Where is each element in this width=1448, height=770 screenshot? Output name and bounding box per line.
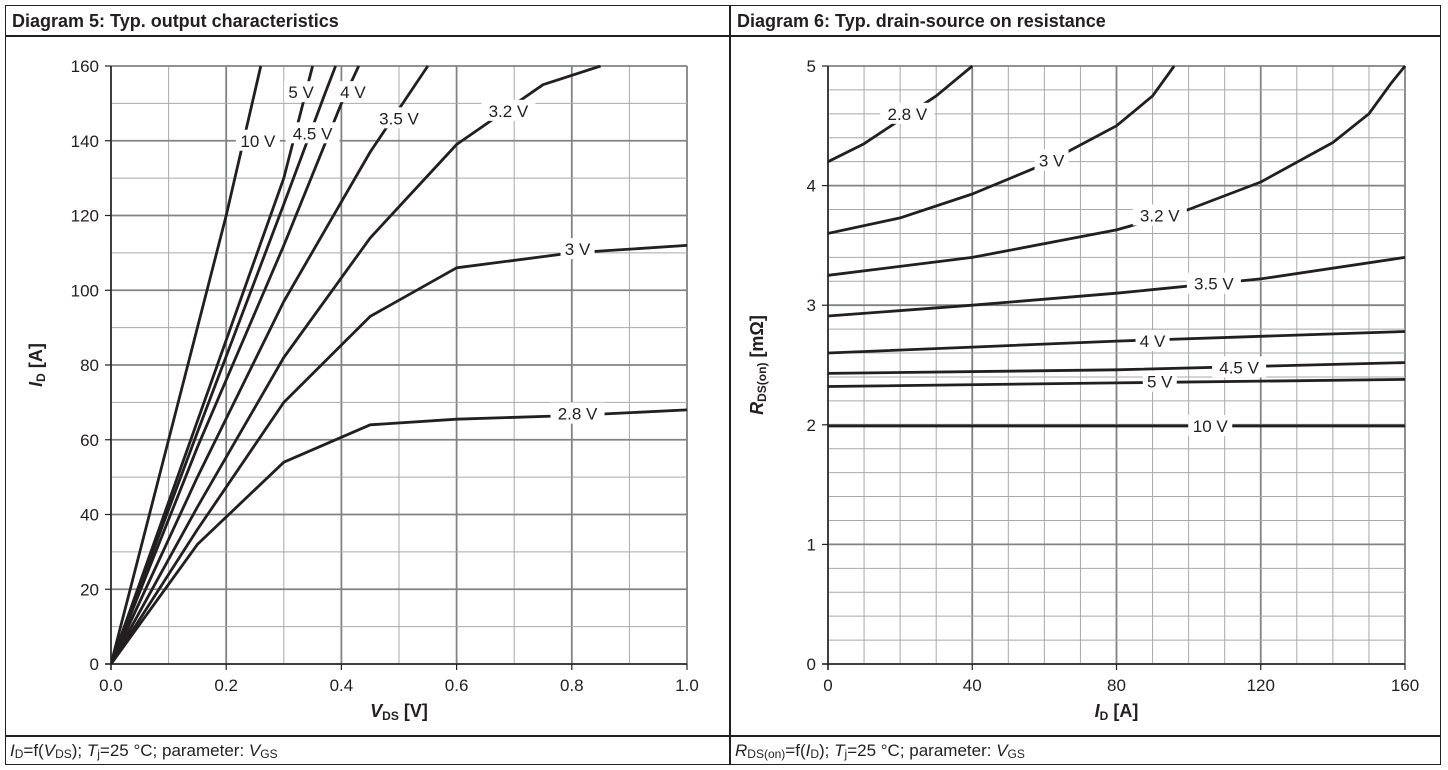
datasheet-figure-frame: Diagram 5: Typ. output characteristics D… xyxy=(5,5,1441,765)
series-line-5-V xyxy=(828,378,1406,388)
series-label: 4 V xyxy=(340,83,366,102)
series-label-bg xyxy=(235,129,280,151)
series-label: 3.5 V xyxy=(379,109,419,128)
x-tick-label: 120 xyxy=(1247,676,1275,695)
x-tick-label: 1.0 xyxy=(675,676,699,695)
x-tick-label: 0.4 xyxy=(330,676,354,695)
y-tick-label: 80 xyxy=(80,356,99,375)
series-line-4-5-V xyxy=(111,65,337,665)
x-tick-label: 160 xyxy=(1391,676,1419,695)
series-line-3-2-V xyxy=(828,65,1407,277)
series-label-bg xyxy=(1034,149,1069,171)
series-label-bg xyxy=(1188,414,1233,436)
x-tick-label: 0.2 xyxy=(214,676,238,695)
series-label: 10 V xyxy=(240,132,276,151)
y-tick-label: 0 xyxy=(90,655,99,674)
series-label: 3.5 V xyxy=(1194,275,1234,294)
diagram-5-title: Diagram 5: Typ. output characteristics xyxy=(12,11,339,31)
series-label: 4.5 V xyxy=(1219,358,1259,377)
y-tick-label: 100 xyxy=(71,281,99,300)
y-axis-title: RDS(on) [mΩ] xyxy=(747,315,769,415)
y-tick-label: 2 xyxy=(807,416,816,435)
series-label: 2.8 V xyxy=(558,405,598,424)
series-label: 5 V xyxy=(1147,373,1173,392)
diagram-5-caption: ID=f(VDS); Tj=25 °C; parameter: VGS xyxy=(10,741,278,761)
series-label: 3 V xyxy=(1039,151,1065,170)
y-tick-label: 20 xyxy=(80,580,99,599)
series-label-bg xyxy=(285,122,340,144)
panel-divider xyxy=(729,6,731,764)
series-label: 10 V xyxy=(1193,417,1229,436)
series-label-bg xyxy=(1132,204,1187,226)
caption-divider xyxy=(6,735,1440,737)
grid xyxy=(110,65,688,665)
x-tick-label: 0.0 xyxy=(99,676,123,695)
y-tick-label: 120 xyxy=(71,207,99,226)
series-label-bg xyxy=(1142,370,1177,392)
x-tick-label: 0.8 xyxy=(560,676,584,695)
series-label-bg xyxy=(550,402,605,424)
y-axis-title: ID [A] xyxy=(26,343,48,387)
series-line-5-V xyxy=(111,65,314,665)
series-label-bg xyxy=(560,238,595,260)
series-label-bg xyxy=(481,99,536,121)
series-label: 3 V xyxy=(565,240,591,259)
y-tick-label: 4 xyxy=(807,177,816,196)
y-tick-label: 3 xyxy=(807,296,816,315)
chart-5: 0.0 0.2 0.4 0.6 0.8 1.0 0 20 40 60 80 100 120 140 160 V… xyxy=(26,57,699,723)
series-label-bg xyxy=(1186,272,1241,294)
series-label: 3.2 V xyxy=(1140,207,1180,226)
x-axis-title: VDS [V] xyxy=(370,701,428,723)
y-tick-label: 160 xyxy=(71,57,99,76)
title-divider xyxy=(6,35,1440,37)
series-line-3-5-V xyxy=(828,256,1406,318)
series-label-bg xyxy=(1212,356,1267,378)
y-tick-label: 0 xyxy=(807,655,816,674)
y-tick-label: 60 xyxy=(80,431,99,450)
series-label-bg xyxy=(1135,330,1170,352)
diagram-6-title: Diagram 6: Typ. drain-source on resistan… xyxy=(737,11,1106,31)
series-label: 3.2 V xyxy=(489,102,529,121)
x-tick-label: 0.6 xyxy=(445,676,469,695)
series-label: 4 V xyxy=(1140,332,1166,351)
series-line-3-V xyxy=(828,65,1176,235)
series-label: 4.5 V xyxy=(293,124,333,143)
y-tick-label: 5 xyxy=(807,57,816,76)
series-label-bg xyxy=(335,81,370,103)
x-tick-label: 40 xyxy=(963,676,982,695)
x-axis-title: ID [A] xyxy=(1095,701,1139,723)
diagram-6-caption: RDS(on)=f(ID); Tj=25 °C; parameter: VGS xyxy=(735,741,1025,761)
series-line-4-5-V xyxy=(828,361,1406,375)
series-label: 5 V xyxy=(288,83,314,102)
x-tick-label: 0 xyxy=(823,676,832,695)
series-line-3-2-V xyxy=(111,65,602,665)
series-label-bg xyxy=(880,102,935,124)
chart-6: 0 40 80 120 160 0 1 2 3 4 5 ID [A] RDS(on) [mΩ] 2.8 V… xyxy=(747,57,1419,723)
series-label: 2.8 V xyxy=(887,105,927,124)
series-label-bg xyxy=(372,107,426,129)
series-line-4-V xyxy=(828,330,1406,355)
y-tick-label: 40 xyxy=(80,506,99,525)
y-tick-label: 140 xyxy=(71,132,99,151)
y-tick-label: 1 xyxy=(807,535,816,554)
x-tick-label: 80 xyxy=(1107,676,1126,695)
series-label-bg xyxy=(284,81,319,103)
